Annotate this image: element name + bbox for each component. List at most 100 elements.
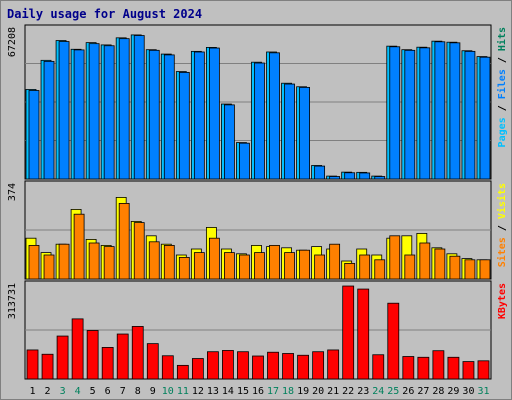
bar-sites-day-12 (193, 252, 205, 280)
x-tick-day-22: 22 (342, 386, 354, 397)
bar-files-day-10 (163, 54, 175, 180)
bar-kbytes-day-6 (101, 347, 114, 380)
x-tick-day-31: 31 (477, 386, 489, 397)
x-tick-day-9: 9 (150, 386, 156, 397)
bar-kbytes-day-2 (41, 353, 54, 380)
bar-kbytes-day-22 (342, 285, 355, 380)
bar-sites-day-28 (434, 248, 446, 280)
bar-kbytes-day-10 (161, 355, 174, 380)
bar-kbytes-day-1 (26, 349, 39, 380)
bar-kbytes-day-14 (222, 350, 234, 380)
bar-sites-day-13 (208, 237, 220, 280)
bar-sites-day-15 (239, 254, 250, 280)
bar-sites-day-10 (163, 244, 175, 280)
legend-separator: / (497, 51, 508, 69)
x-tick-day-27: 27 (417, 386, 429, 397)
legend-separator: / (497, 219, 508, 237)
bar-files-day-7 (118, 38, 130, 180)
x-tick-day-30: 30 (462, 386, 474, 397)
bar-kbytes-day-16 (252, 355, 264, 380)
x-tick-day-11: 11 (177, 386, 189, 397)
chart-title: Daily usage for August 2024 (7, 7, 203, 21)
x-tick-day-23: 23 (357, 386, 369, 397)
bar-files-day-15 (239, 142, 250, 180)
series-legend-2: KBytes (497, 283, 508, 319)
x-tick-day-28: 28 (432, 386, 444, 397)
bar-kbytes-day-12 (191, 358, 204, 380)
bar-sites-day-23 (359, 254, 371, 280)
bar-files-day-12 (193, 51, 205, 180)
x-tick-day-15: 15 (237, 386, 249, 397)
bar-kbytes-day-7 (116, 333, 129, 380)
bar-sites-day-2 (43, 254, 55, 280)
bar-files-day-3 (58, 41, 70, 180)
bar-files-day-14 (224, 104, 235, 180)
bar-files-day-6 (103, 45, 115, 180)
bar-sites-day-16 (254, 252, 265, 280)
bar-files-day-30 (464, 50, 476, 180)
x-tick-day-26: 26 (402, 386, 414, 397)
bar-files-day-17 (269, 52, 280, 180)
bar-kbytes-day-21 (327, 349, 340, 380)
bar-files-day-29 (449, 42, 461, 180)
bar-sites-day-19 (299, 249, 310, 280)
bar-files-day-8 (133, 35, 145, 180)
bar-files-day-2 (43, 60, 55, 180)
bar-sites-day-18 (284, 252, 295, 280)
y-max-label: 374 (7, 183, 18, 201)
bar-sites-day-17 (269, 244, 280, 280)
bar-files-day-19 (299, 86, 310, 180)
x-tick-day-17: 17 (267, 386, 279, 397)
x-tick-day-20: 20 (312, 386, 324, 397)
bar-sites-day-9 (148, 241, 160, 280)
x-tick-day-8: 8 (135, 386, 141, 397)
x-tick-day-5: 5 (90, 386, 96, 397)
bar-kbytes-day-19 (297, 354, 309, 380)
legend-pages: Pages (497, 117, 508, 147)
bar-files-day-11 (178, 71, 190, 180)
bar-kbytes-day-25 (387, 302, 400, 380)
bar-sites-day-11 (178, 256, 190, 280)
bar-sites-day-5 (88, 242, 100, 280)
x-tick-day-13: 13 (207, 386, 219, 397)
x-tick-day-19: 19 (297, 386, 309, 397)
bar-files-day-26 (404, 49, 416, 180)
legend-visits: Visits (496, 183, 508, 219)
bar-sites-day-21 (329, 243, 341, 280)
bar-kbytes-day-20 (312, 351, 325, 380)
bar-files-day-28 (434, 41, 446, 180)
bar-kbytes-day-13 (207, 351, 219, 380)
series-legend-1: Sites / Visits (496, 183, 508, 267)
bar-kbytes-day-11 (176, 364, 189, 380)
legend-files: Files (496, 69, 508, 99)
bar-sites-day-4 (73, 213, 85, 280)
bar-files-day-22 (344, 172, 356, 180)
bar-kbytes-day-17 (267, 351, 279, 380)
x-tick-day-6: 6 (105, 386, 111, 397)
x-tick-day-29: 29 (447, 386, 459, 397)
bar-kbytes-day-28 (432, 350, 445, 380)
bar-files-day-25 (389, 46, 401, 180)
bar-kbytes-day-29 (447, 356, 460, 380)
bar-sites-day-8 (133, 222, 145, 280)
x-tick-day-3: 3 (60, 386, 66, 397)
bar-sites-day-30 (464, 259, 476, 280)
bar-files-day-5 (88, 43, 100, 180)
x-tick-day-12: 12 (192, 386, 204, 397)
bar-kbytes-day-31 (477, 360, 490, 380)
bar-sites-day-7 (118, 202, 130, 280)
bar-kbytes-day-24 (372, 354, 385, 380)
bar-files-day-16 (254, 62, 265, 180)
x-tick-day-21: 21 (327, 386, 339, 397)
bar-kbytes-day-9 (146, 343, 159, 380)
x-tick-day-24: 24 (372, 386, 384, 397)
bar-kbytes-day-3 (56, 335, 69, 380)
x-tick-day-4: 4 (75, 386, 81, 397)
bar-files-day-24 (374, 176, 386, 180)
bar-files-day-4 (73, 49, 85, 180)
bar-files-day-1 (28, 90, 40, 180)
bar-sites-day-14 (224, 252, 235, 280)
legend-separator: / (497, 99, 508, 117)
